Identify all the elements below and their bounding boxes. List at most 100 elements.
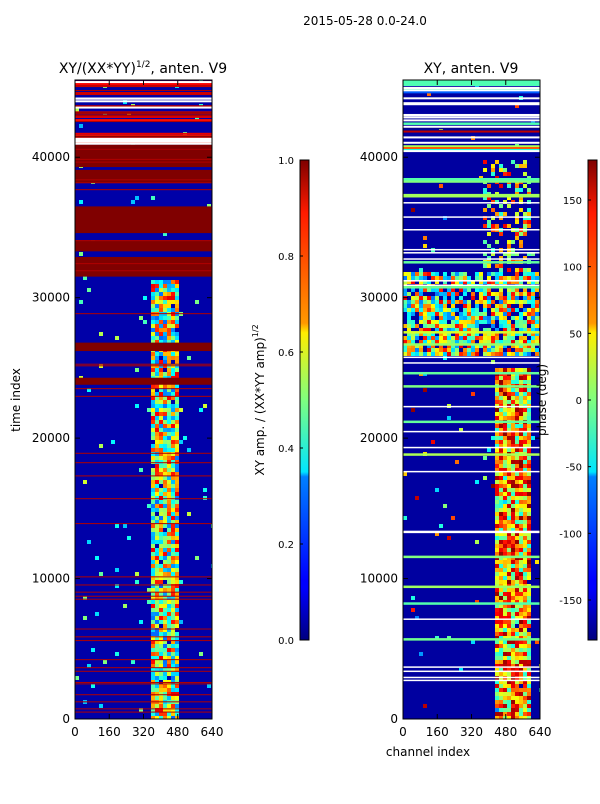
right-heatmap-cell <box>519 436 523 440</box>
right-heatmap-cell <box>487 184 491 188</box>
right-heatmap-cell <box>527 328 531 332</box>
right-heatmap-cell <box>519 468 523 472</box>
right-heatmap-cell <box>423 312 427 316</box>
left-heatmap-cell <box>159 456 163 460</box>
left-heatmap-cell <box>175 456 179 460</box>
right-heatmap-cell <box>523 328 527 332</box>
right-heatmap-cell <box>483 280 487 284</box>
left-heatmap-cell <box>163 588 167 592</box>
left-heatmap-cell <box>163 432 167 436</box>
left-heatmap-cell <box>159 504 163 508</box>
right-heatmap-cell <box>507 492 511 496</box>
right-heatmap-cell <box>499 456 503 460</box>
right-heatmap-cell <box>503 540 507 544</box>
right-heatmap-cell <box>507 576 511 580</box>
right-heatmap-cell <box>499 400 503 404</box>
left-flag-line <box>75 132 212 135</box>
right-heatmap-cell <box>519 688 523 692</box>
left-heatmap-cell <box>163 568 167 572</box>
left-heatmap-cell <box>135 580 139 584</box>
left-heatmap-cell <box>171 552 175 556</box>
right-heatmap-cell <box>439 340 443 344</box>
left-heatmap-cell <box>175 428 179 432</box>
left-heatmap-cell <box>167 340 171 344</box>
right-stripe-line <box>403 446 540 449</box>
right-heatmap-cell <box>507 432 511 436</box>
left-heatmap-cell <box>155 316 159 320</box>
right-heatmap-cell <box>523 392 527 396</box>
right-heatmap-cell <box>511 672 515 676</box>
right-heatmap-cell <box>491 324 495 328</box>
left-flag-line <box>75 115 212 118</box>
right-heatmap-cell <box>527 528 531 532</box>
right-stripe-line <box>403 531 540 534</box>
left-flag-line <box>75 121 212 123</box>
right-stripe-line <box>403 119 540 122</box>
right-heatmap-cell <box>519 656 523 660</box>
right-colorbar-tick-label: -50 <box>566 463 582 474</box>
right-heatmap-cell <box>451 272 455 276</box>
left-heatmap-cell <box>155 432 159 436</box>
right-heatmap-cell <box>419 328 423 332</box>
right-stripe-line <box>403 126 540 129</box>
right-heatmap-cell <box>515 648 519 652</box>
right-heatmap-cell <box>519 540 523 544</box>
right-heatmap-cell <box>443 324 447 328</box>
left-heatmap-cell <box>175 596 179 600</box>
right-heatmap-cell <box>495 516 499 520</box>
left-heatmap-cell <box>151 696 155 700</box>
left-heatmap-cell <box>171 684 175 688</box>
right-stripe-line <box>403 284 540 287</box>
left-heatmap-cell <box>163 404 167 408</box>
left-heatmap-cell <box>171 568 175 572</box>
right-stripe-line <box>403 676 540 679</box>
right-heatmap-cell <box>519 412 523 416</box>
right-heatmap-cell <box>515 444 519 448</box>
left-heatmap-cell <box>187 448 191 452</box>
right-heatmap-cell <box>523 160 527 164</box>
right-heatmap-cell <box>515 388 519 392</box>
left-heatmap-cell <box>159 576 163 580</box>
right-heatmap-cell <box>515 700 519 704</box>
right-heatmap-cell <box>463 352 467 356</box>
left-heatmap-cell <box>175 528 179 532</box>
right-heatmap-cell <box>447 328 451 332</box>
left-heatmap-cell <box>159 608 163 612</box>
right-heatmap-cell <box>495 588 499 592</box>
right-heatmap-cell <box>519 660 523 664</box>
right-heatmap-cell <box>515 496 519 500</box>
right-heatmap-cell <box>495 336 499 340</box>
right-heatmap-cell <box>523 348 527 352</box>
right-heatmap-cell <box>511 252 515 256</box>
right-heatmap-cell <box>523 352 527 356</box>
left-heatmap-cell <box>175 644 179 648</box>
right-heatmap-cell <box>511 440 515 444</box>
right-heatmap-cell <box>523 432 527 436</box>
left-heatmap-cell <box>155 484 159 488</box>
left-heatmap-cell <box>175 392 179 396</box>
left-heatmap-cell <box>155 508 159 512</box>
left-heatmap-cell <box>167 612 171 616</box>
left-heatmap-cell <box>167 500 171 504</box>
right-heatmap-cell <box>463 288 467 292</box>
left-heatmap-cell <box>163 436 167 440</box>
right-heatmap-cell <box>519 680 523 684</box>
right-heatmap-cell <box>507 300 511 304</box>
left-colorbar-label-sup: 1/2 <box>251 324 260 337</box>
right-heatmap-cell <box>519 520 523 524</box>
right-heatmap-cell <box>499 500 503 504</box>
right-heatmap-cell <box>491 172 495 176</box>
right-heatmap-cell <box>507 712 511 716</box>
right-heatmap-cell <box>523 508 527 512</box>
left-heatmap-cell <box>175 372 179 376</box>
right-heatmap-cell <box>523 656 527 660</box>
right-heatmap-cell <box>507 684 511 688</box>
right-heatmap-cell <box>495 472 499 476</box>
right-heatmap-cell <box>515 472 519 476</box>
right-heatmap-cell <box>511 280 515 284</box>
right-heatmap-cell <box>507 656 511 660</box>
right-heatmap-cell <box>503 448 507 452</box>
left-heatmap-cell <box>159 360 163 364</box>
left-flag-line <box>75 395 212 397</box>
left-heatmap-cell <box>171 476 175 480</box>
